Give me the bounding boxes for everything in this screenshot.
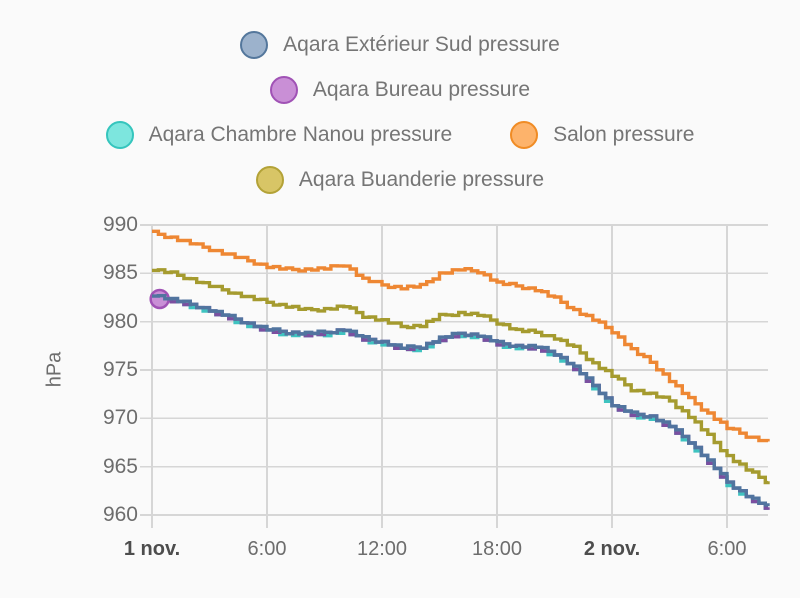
legend-color-dot-icon (269, 75, 298, 104)
legend-row: Aqara Buanderie pressure (255, 157, 545, 202)
series-line-5[interactable] (152, 268, 770, 485)
x-tick-label: 1 nov. (123, 538, 181, 560)
y-tick-label: 965 (102, 454, 138, 478)
y-tick-label: 975 (102, 358, 138, 381)
legend-color-dot-icon (105, 120, 134, 149)
series-line-4[interactable] (152, 229, 770, 443)
legend-color-dot-icon (510, 120, 539, 149)
chart-legend: Aqara Extérieur Sud pressure Aqara Bureau… (0, 0, 800, 202)
y-axis-title: hPa (43, 351, 66, 388)
legend-color-dot-icon (240, 30, 269, 59)
legend-item-5[interactable]: Aqara Buanderie pressure (255, 165, 545, 194)
y-tick-label: 985 (102, 261, 138, 285)
x-tick-label: 12:00 (356, 538, 408, 560)
y-tick-label: 960 (102, 503, 138, 526)
series-line-1[interactable] (152, 294, 770, 507)
y-tick-label: 970 (102, 406, 138, 430)
legend-color-dot-icon (255, 165, 284, 194)
legend-item-3[interactable]: Aqara Chambre Nanou pressure (105, 120, 453, 149)
legend-item-1[interactable]: Aqara Extérieur Sud pressure (240, 30, 560, 59)
x-tick-label: 18:00 (471, 538, 523, 560)
y-tick-label: 990 (102, 213, 138, 236)
x-tick-label: 6:00 (707, 538, 747, 560)
legend-row: Aqara Bureau pressure (269, 67, 531, 112)
legend-item-label: Salon pressure (553, 122, 695, 146)
legend-row: Aqara Chambre Nanou pressure Salon pressu… (105, 112, 695, 157)
legend-item-label: Aqara Extérieur Sud pressure (283, 32, 560, 56)
legend-item-label: Aqara Bureau pressure (312, 77, 531, 101)
legend-row: Aqara Extérieur Sud pressure (240, 22, 560, 67)
x-tick-label: 6:00 (247, 538, 287, 560)
x-tick-label: 2 nov. (583, 538, 641, 560)
y-tick-label: 980 (102, 309, 138, 333)
legend-item-4[interactable]: Salon pressure (510, 120, 695, 149)
legend-item-2[interactable]: Aqara Bureau pressure (269, 75, 531, 104)
legend-item-label: Aqara Chambre Nanou pressure (148, 122, 453, 146)
legend-item-label: Aqara Buanderie pressure (298, 167, 545, 191)
